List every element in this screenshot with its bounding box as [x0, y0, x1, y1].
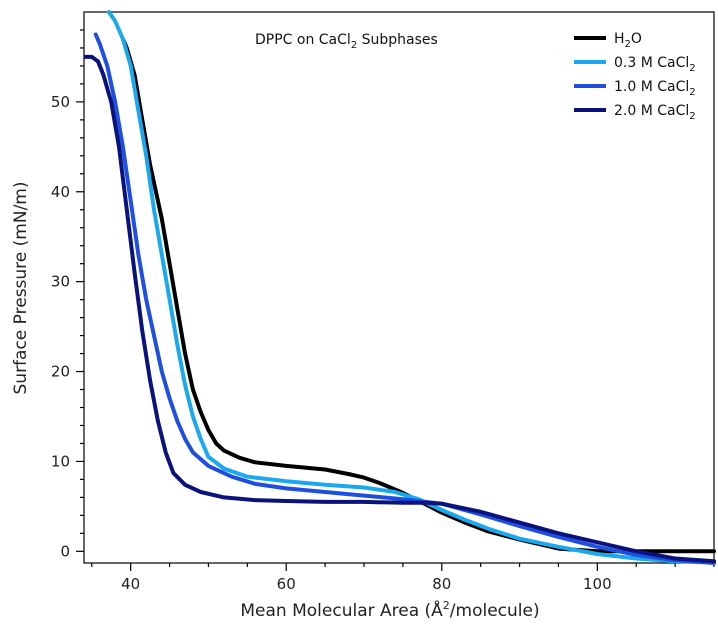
y-tick-label-40: 40 — [51, 183, 70, 201]
legend-label-1: H2O — [614, 31, 642, 50]
series-group — [83, 10, 716, 565]
chart-title: DPPC on CaCl2 Subphases — [255, 32, 438, 51]
axis-ticks: 40 60 80 100 0 10 20 30 40 50 — [51, 29, 715, 593]
legend-label-4: 2.0 M CaCl2 — [614, 103, 696, 122]
x-tick-label-100: 100 — [583, 575, 612, 593]
y-tick-label-20: 20 — [51, 363, 70, 381]
series-line-3 — [93, 32, 716, 565]
series-line-1 — [120, 37, 716, 554]
x-tick-label-40: 40 — [121, 575, 140, 593]
y-axis-title: Surface Pressure (mN/m) — [11, 182, 31, 395]
plot-frame — [83, 11, 715, 564]
legend: H2O 0.3 M CaCl2 1.0 M CaCl2 2.0 M CaCl2 — [574, 31, 696, 122]
y-tick-label-10: 10 — [51, 452, 70, 470]
series-line-2 — [106, 10, 716, 565]
x-tick-label-60: 60 — [277, 575, 296, 593]
series-line-4 — [83, 54, 716, 564]
y-tick-label-50: 50 — [51, 93, 70, 111]
y-tick-label-30: 30 — [51, 273, 70, 291]
legend-label-2: 0.3 M CaCl2 — [614, 55, 696, 74]
x-tick-label-80: 80 — [432, 575, 451, 593]
y-tick-label-0: 0 — [60, 542, 70, 560]
legend-label-3: 1.0 M CaCl2 — [614, 79, 696, 98]
x-axis-title: Mean Molecular Area (Å2/molecule) — [240, 599, 539, 621]
